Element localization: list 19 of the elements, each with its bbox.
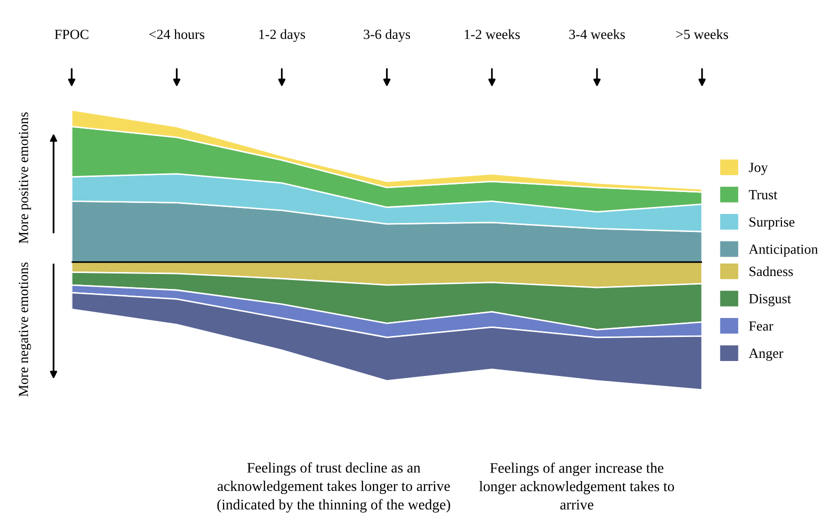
text: More negative emotions [18, 262, 32, 397]
x-tick-label: >5 weeks [676, 29, 728, 40]
x-tick-label: <24 hours [149, 29, 204, 40]
legend-label: Anticipation [748, 244, 818, 257]
x-tick-label: 1-2 days [259, 29, 306, 42]
legend-label: Sadness [750, 266, 793, 276]
x-tick-label: FPOC [54, 30, 88, 40]
text: Feelings of anger increase the longer acknowledgement takes to arrive [479, 462, 674, 510]
legend-label: Joy [748, 162, 768, 175]
legend-label: Trust [748, 190, 778, 200]
text: More positive emotions [18, 112, 32, 244]
legend-label: Disgust [749, 294, 791, 306]
legend-label: Anger [748, 348, 784, 361]
x-tick-label: 3-6 days [364, 29, 410, 42]
x-tick-label: 3-4 weeks [569, 29, 625, 40]
legend-label: Surprise [750, 217, 794, 230]
legend-label: Fear [749, 321, 774, 331]
text: Feelings of trust decline as an acknowledgement takes longer to arrive (indicated by the thinning of the wedge) [217, 462, 450, 513]
x-tick-label: 1-2 weeks [464, 29, 520, 40]
